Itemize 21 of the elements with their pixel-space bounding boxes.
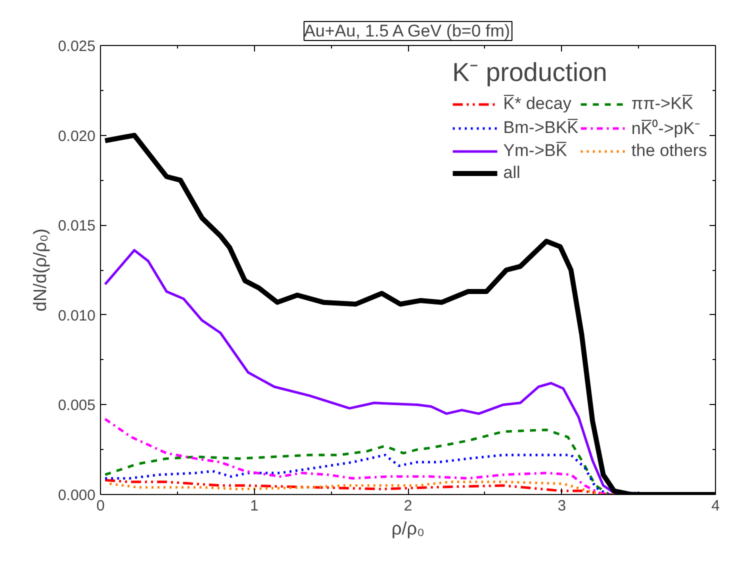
legend-label: all [503,163,522,183]
legend-label: Bm->BKK̅ [503,118,578,138]
x-tick-label: 3 [558,498,566,514]
x-tick-label: 2 [404,498,412,514]
y-tick-label: 0.015 [58,218,96,235]
legend-title: K⁻ production [452,56,608,89]
legend-label: nK̅⁰->pK⁻ [631,118,701,139]
y-axis-title: dN/d(ρ/ρ₀) [30,228,50,312]
legend-label: Ym->BK̅ [503,141,568,161]
x-tick-label: 4 [711,498,720,514]
y-tick-label: 0.000 [58,487,96,504]
y-tick-label: 0.025 [58,38,96,55]
legend-label: K̅* decay [503,94,572,114]
y-tick-label: 0.010 [58,307,96,324]
x-tick-label: 1 [250,498,258,514]
legend-label: the others [631,141,707,161]
y-tick-label: 0.020 [58,128,96,145]
legend-label: ππ->KK̅ [631,94,694,114]
y-tick-label: 0.005 [58,397,96,414]
x-tick-label: 0 [96,498,105,514]
x-axis-title: ρ/ρ₀ [392,518,424,538]
